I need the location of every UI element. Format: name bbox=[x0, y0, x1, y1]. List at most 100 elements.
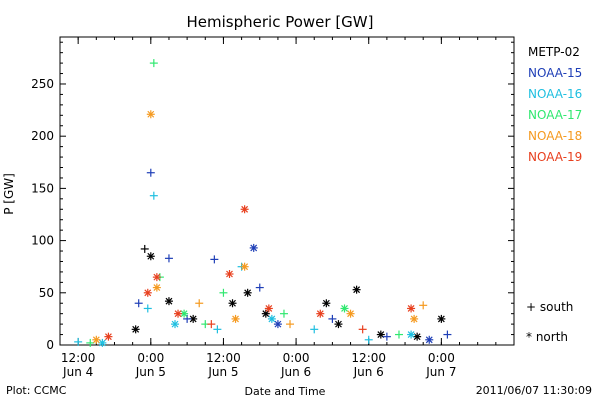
x-tick-label-date: Jun 6 bbox=[280, 365, 311, 379]
star-stroke bbox=[244, 289, 252, 297]
star-stroke bbox=[241, 205, 249, 213]
data-point-north bbox=[231, 314, 240, 323]
data-point-north bbox=[104, 332, 113, 341]
data-point-south bbox=[443, 330, 452, 339]
data-point-north bbox=[171, 320, 180, 329]
star-stroke bbox=[189, 315, 197, 323]
y-tick-label: 50 bbox=[39, 286, 54, 300]
data-point-north bbox=[340, 304, 349, 313]
data-point-north bbox=[249, 243, 258, 252]
star-stroke bbox=[425, 336, 433, 344]
star-stroke bbox=[226, 270, 233, 278]
star-stroke bbox=[132, 325, 140, 333]
y-tick-label: 200 bbox=[31, 129, 54, 143]
y-tick-label: 250 bbox=[31, 77, 54, 91]
marker-legend-item: + south bbox=[526, 300, 573, 314]
marker-legend: + south * north bbox=[526, 300, 573, 344]
data-point-north bbox=[131, 325, 140, 334]
star-stroke bbox=[147, 110, 155, 118]
data-point-north bbox=[146, 110, 155, 119]
star-stroke bbox=[262, 310, 270, 318]
star-stroke bbox=[174, 310, 182, 318]
star-stroke bbox=[335, 320, 342, 328]
x-axis-label: Date and Time bbox=[245, 385, 326, 398]
data-point-north bbox=[407, 330, 416, 339]
data-point-south bbox=[382, 332, 391, 341]
y-tick-label: 100 bbox=[31, 234, 54, 248]
star-stroke bbox=[171, 320, 179, 328]
data-point-south bbox=[255, 283, 264, 292]
star-stroke bbox=[153, 273, 161, 281]
star-stroke bbox=[229, 299, 236, 307]
data-point-north bbox=[264, 304, 273, 313]
data-point-south bbox=[149, 59, 158, 68]
data-point-north bbox=[243, 288, 252, 297]
data-point-north bbox=[240, 262, 249, 271]
data-point-north bbox=[410, 314, 419, 323]
data-point-south bbox=[286, 320, 295, 329]
data-point-south bbox=[207, 320, 216, 329]
x-tick-label-date: Jun 4 bbox=[62, 365, 93, 379]
star-stroke bbox=[265, 305, 273, 312]
data-point-north bbox=[322, 299, 331, 308]
legend-item: NOAA-16 bbox=[528, 87, 582, 101]
x-tick-label-time: 0:00 bbox=[428, 351, 455, 365]
data-points bbox=[74, 59, 452, 347]
data-point-north bbox=[164, 297, 173, 306]
data-point-north bbox=[143, 288, 152, 297]
footer-timestamp: 2011/06/07 11:30:09 bbox=[475, 384, 592, 397]
data-point-south bbox=[143, 304, 152, 313]
legend-item: NOAA-17 bbox=[528, 108, 582, 122]
data-point-south bbox=[164, 254, 173, 263]
data-point-north bbox=[240, 205, 249, 214]
star-stroke bbox=[407, 331, 415, 338]
star-stroke bbox=[347, 310, 354, 318]
data-point-south bbox=[394, 330, 403, 339]
legend-item: NOAA-18 bbox=[528, 129, 582, 143]
y-axis: 0 50 100 150 200 250 bbox=[31, 41, 514, 352]
y-tick-label: 150 bbox=[31, 181, 54, 195]
star-stroke bbox=[250, 244, 258, 252]
y-tick-label: 0 bbox=[46, 338, 54, 352]
x-tick-label-date: Jun 5 bbox=[207, 365, 238, 379]
data-point-south bbox=[146, 168, 155, 177]
star-stroke bbox=[165, 297, 173, 305]
data-point-north bbox=[152, 283, 161, 292]
data-point-north bbox=[152, 273, 161, 282]
chart-title: Hemispheric Power [GW] bbox=[187, 13, 374, 31]
data-point-south bbox=[86, 338, 95, 347]
x-tick-label-time: 0:00 bbox=[283, 351, 310, 365]
x-tick-label-date: Jun 6 bbox=[353, 365, 384, 379]
data-point-south bbox=[219, 288, 228, 297]
star-stroke bbox=[232, 315, 239, 323]
data-point-north bbox=[92, 335, 101, 344]
legend-item: NOAA-19 bbox=[528, 150, 582, 164]
footer-credit: Plot: CCMC bbox=[6, 384, 67, 397]
star-stroke bbox=[153, 284, 161, 292]
legend-item: METP-02 bbox=[528, 45, 580, 59]
data-point-north bbox=[228, 299, 237, 308]
star-stroke bbox=[144, 289, 152, 297]
data-point-north bbox=[346, 309, 355, 318]
data-point-south bbox=[364, 335, 373, 344]
data-point-north bbox=[273, 320, 282, 329]
star-stroke bbox=[407, 305, 415, 312]
plot-frame bbox=[59, 36, 515, 346]
data-point-south bbox=[419, 301, 428, 310]
data-point-north bbox=[225, 270, 234, 279]
data-point-north bbox=[437, 314, 446, 323]
data-point-north bbox=[407, 304, 416, 313]
star-stroke bbox=[353, 286, 361, 294]
data-point-south bbox=[310, 325, 319, 334]
data-point-north bbox=[425, 335, 434, 344]
marker-legend-item: * north bbox=[526, 330, 568, 344]
data-point-north bbox=[316, 309, 325, 318]
data-point-north bbox=[376, 330, 385, 339]
x-tick-label-time: 12:00 bbox=[351, 351, 386, 365]
data-point-south bbox=[279, 309, 288, 318]
x-tick-label-time: 12:00 bbox=[61, 351, 96, 365]
star-stroke bbox=[105, 333, 112, 341]
legend-item: NOAA-15 bbox=[528, 66, 582, 80]
star-stroke bbox=[268, 315, 276, 323]
